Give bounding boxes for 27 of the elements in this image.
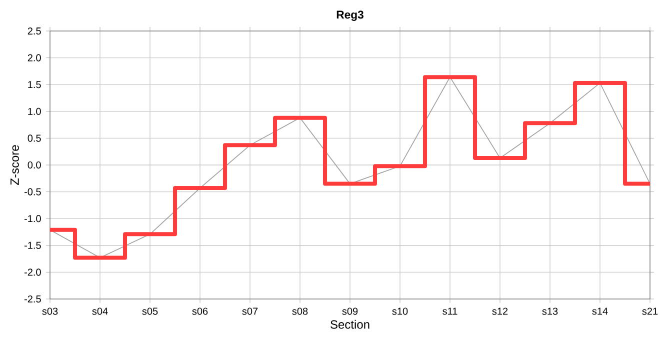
x-tick-label: s07 bbox=[242, 308, 258, 315]
y-tick-label: -2.5 bbox=[24, 295, 41, 303]
x-tick-label: s04 bbox=[92, 308, 108, 315]
x-tick-label: s03 bbox=[42, 308, 58, 315]
y-tick-label: 1.5 bbox=[28, 81, 41, 88]
y-tick-label: -1.5 bbox=[24, 242, 41, 249]
y-tick-label: 0.0 bbox=[28, 161, 41, 169]
chart-title: Reg3 bbox=[336, 10, 364, 21]
y-tick-label: 2.5 bbox=[28, 27, 41, 35]
x-tick-label: s14 bbox=[592, 308, 608, 315]
x-tick-label: s08 bbox=[292, 308, 308, 315]
y-tick-label: -2.0 bbox=[24, 268, 41, 276]
y-tick-label: 0.5 bbox=[28, 134, 41, 142]
y-tick-label: 2.0 bbox=[28, 54, 41, 62]
x-tick-label: s06 bbox=[192, 308, 208, 315]
y-tick-label: -0.5 bbox=[24, 188, 41, 196]
x-tick-label: s13 bbox=[542, 308, 558, 315]
x-tick-label: s11 bbox=[442, 308, 458, 315]
x-tick-label: s10 bbox=[392, 308, 408, 315]
x-tick-label: s05 bbox=[142, 308, 158, 315]
y-tick-label: 1.0 bbox=[28, 108, 41, 115]
y-tick-label: -1.0 bbox=[24, 215, 41, 222]
y-axis-title: Z-score bbox=[10, 145, 19, 185]
x-axis-title: Section bbox=[330, 320, 370, 329]
x-tick-label: s12 bbox=[492, 308, 508, 315]
x-tick-label: s09 bbox=[342, 308, 358, 315]
x-tick-label: s21 bbox=[642, 308, 658, 315]
